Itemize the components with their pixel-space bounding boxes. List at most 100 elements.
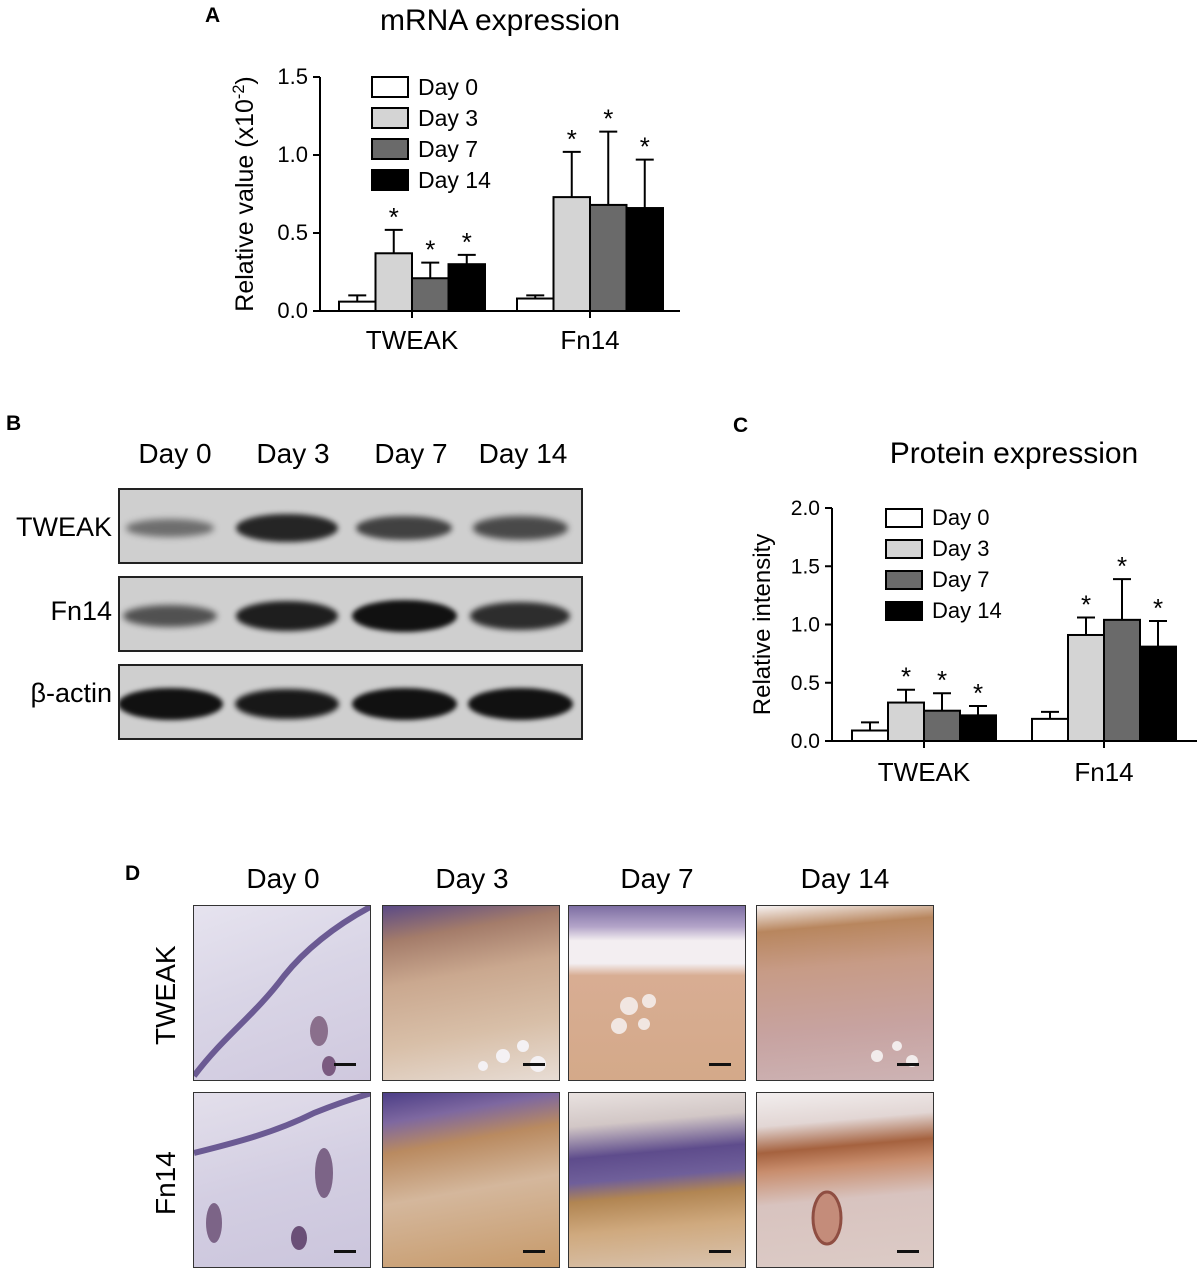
significance-star: * — [1081, 590, 1091, 620]
wb-column-label: Day 0 — [138, 438, 212, 469]
significance-star: * — [389, 202, 399, 232]
blot-band — [125, 519, 215, 537]
panel-letter-d: D — [125, 862, 141, 885]
bar — [625, 207, 664, 312]
y-tick-label: 0.0 — [791, 730, 820, 753]
x-tick-label: Fn14 — [1074, 757, 1133, 787]
bar — [338, 300, 377, 313]
legend-swatch — [371, 107, 409, 129]
chart-title: mRNA expression — [380, 4, 620, 37]
legend-label: Day 7 — [932, 567, 989, 592]
legend-label: Day 0 — [932, 505, 989, 530]
wb-column-label: Day 14 — [478, 438, 568, 469]
panel-letter-a: A — [205, 4, 221, 27]
legend-label: Day 14 — [418, 167, 491, 193]
significance-star: * — [973, 678, 983, 708]
legend-swatch — [885, 539, 923, 559]
legend-swatch — [371, 138, 409, 160]
bar — [923, 709, 961, 742]
ihc-image-fn14-day7 — [568, 1092, 746, 1268]
bar — [1031, 717, 1069, 742]
ihc-image-fn14-day14 — [756, 1092, 934, 1268]
significance-star: * — [1153, 593, 1163, 623]
y-tick-label: 0.5 — [277, 220, 308, 245]
ihc-image-fn14-day0 — [193, 1092, 371, 1268]
blot-strip-beta-actin — [118, 664, 583, 740]
chart-title: Protein expression — [890, 437, 1138, 470]
panel-letter-b: B — [6, 412, 22, 435]
significance-star: * — [937, 665, 947, 695]
ihc-column-label: Day 7 — [620, 863, 694, 894]
blot-band — [235, 601, 339, 631]
wb-row-label: Fn14 — [50, 596, 112, 626]
scale-bar — [897, 1250, 919, 1253]
blot-band — [123, 604, 217, 628]
blot-band — [236, 513, 338, 543]
significance-star: * — [567, 124, 577, 154]
x-tick-label: TWEAK — [366, 325, 459, 355]
x-tick-label: TWEAK — [878, 757, 971, 787]
legend-swatch — [885, 508, 923, 528]
y-tick-label: 2.0 — [791, 497, 820, 520]
scale-bar — [523, 1250, 545, 1253]
significance-star: * — [425, 235, 435, 265]
y-axis-label: Relative value (x10-2) — [230, 76, 259, 311]
wb-row-label: β-actin — [30, 678, 112, 708]
blot-strip-fn14 — [118, 576, 583, 652]
blot-strip-tweak — [118, 488, 583, 564]
blot-band — [472, 516, 568, 540]
wb-column-label: Day 7 — [374, 438, 448, 469]
bar — [959, 714, 997, 742]
significance-star: * — [462, 227, 472, 257]
blot-band — [470, 602, 570, 630]
legend-label: Day 0 — [418, 74, 478, 100]
legend-swatch — [371, 169, 409, 191]
ihc-row-label: Fn14 — [150, 1151, 181, 1215]
legend-swatch — [885, 570, 923, 590]
bar — [1139, 645, 1177, 742]
significance-star: * — [603, 104, 613, 134]
y-tick-label: 1.5 — [791, 555, 820, 578]
ihc-image-tweak-day7 — [568, 905, 746, 1081]
blot-band — [351, 600, 457, 632]
ihc-row-label: TWEAK — [150, 945, 181, 1045]
bar — [589, 203, 628, 312]
scale-bar — [334, 1250, 356, 1253]
bar — [374, 252, 413, 312]
bar — [411, 277, 450, 312]
scale-bar — [334, 1063, 356, 1066]
significance-star: * — [640, 132, 650, 162]
y-tick-label: 1.0 — [277, 142, 308, 167]
blot-band — [235, 688, 339, 720]
legend-label: Day 14 — [932, 598, 1002, 623]
ihc-image-tweak-day3 — [382, 905, 560, 1081]
ihc-image-fn14-day3 — [382, 1092, 560, 1268]
blot-band — [467, 688, 573, 720]
y-tick-label: 0.5 — [791, 672, 820, 695]
panel-letter-c: C — [733, 414, 749, 437]
y-tick-label: 0.0 — [277, 298, 308, 323]
scale-bar — [897, 1063, 919, 1066]
x-tick-label: Fn14 — [560, 325, 619, 355]
legend-label: Day 7 — [418, 136, 478, 162]
scale-bar — [709, 1250, 731, 1253]
wb-row-label: TWEAK — [15, 512, 112, 542]
scale-bar — [523, 1063, 545, 1066]
y-tick-label: 1.0 — [791, 614, 820, 637]
ihc-column-label: Day 3 — [435, 863, 509, 894]
ihc-image-tweak-day0 — [193, 905, 371, 1081]
ihc-image-tweak-day14 — [756, 905, 934, 1081]
mrna-expression-chart: mRNA expression Relative value (x10-2) 0.0… — [230, 4, 680, 355]
legend-swatch — [371, 76, 409, 98]
bar — [516, 297, 555, 312]
significance-star: * — [1117, 551, 1127, 581]
protein-expression-chart: Protein expression Relative intensity 0.0 0… — [749, 437, 1197, 787]
legend-label: Day 3 — [418, 105, 478, 131]
ihc-column-label: Day 14 — [800, 863, 890, 894]
wb-column-label: Day 3 — [256, 438, 330, 469]
bar — [887, 701, 925, 742]
y-tick-label: 1.5 — [277, 64, 308, 89]
bar — [1103, 618, 1141, 742]
bar — [851, 729, 889, 743]
blot-band — [120, 688, 223, 720]
